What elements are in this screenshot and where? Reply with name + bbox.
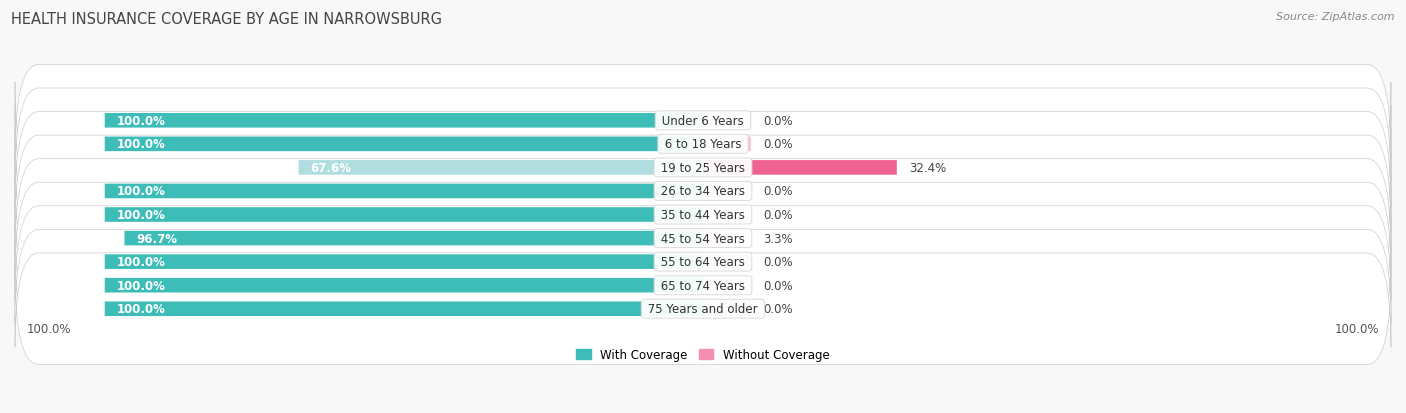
Text: 100.0%: 100.0%	[117, 138, 166, 151]
Text: Source: ZipAtlas.com: Source: ZipAtlas.com	[1277, 12, 1395, 22]
Text: 100.0%: 100.0%	[117, 303, 166, 316]
Text: 0.0%: 0.0%	[763, 303, 793, 316]
FancyBboxPatch shape	[703, 137, 751, 152]
Text: 3.3%: 3.3%	[763, 232, 793, 245]
FancyBboxPatch shape	[703, 184, 751, 199]
FancyBboxPatch shape	[15, 65, 1391, 177]
FancyBboxPatch shape	[15, 112, 1391, 224]
Text: 100.0%: 100.0%	[117, 114, 166, 128]
Text: 55 to 64 Years: 55 to 64 Years	[657, 256, 749, 268]
FancyBboxPatch shape	[298, 161, 703, 175]
Text: 96.7%: 96.7%	[136, 232, 177, 245]
FancyBboxPatch shape	[703, 114, 751, 128]
FancyBboxPatch shape	[703, 278, 751, 293]
Text: 0.0%: 0.0%	[763, 279, 793, 292]
FancyBboxPatch shape	[703, 302, 751, 316]
FancyBboxPatch shape	[104, 208, 703, 222]
Text: 100.0%: 100.0%	[1334, 322, 1379, 335]
FancyBboxPatch shape	[104, 255, 703, 269]
FancyBboxPatch shape	[104, 114, 703, 128]
Text: Under 6 Years: Under 6 Years	[658, 114, 748, 128]
FancyBboxPatch shape	[104, 278, 703, 293]
FancyBboxPatch shape	[15, 206, 1391, 318]
Text: 0.0%: 0.0%	[763, 138, 793, 151]
Text: 6 to 18 Years: 6 to 18 Years	[661, 138, 745, 151]
FancyBboxPatch shape	[15, 159, 1391, 271]
FancyBboxPatch shape	[15, 89, 1391, 200]
FancyBboxPatch shape	[15, 183, 1391, 294]
Legend: With Coverage, Without Coverage: With Coverage, Without Coverage	[572, 343, 834, 366]
Text: 100.0%: 100.0%	[117, 185, 166, 198]
Text: 45 to 54 Years: 45 to 54 Years	[657, 232, 749, 245]
FancyBboxPatch shape	[15, 136, 1391, 247]
FancyBboxPatch shape	[703, 231, 723, 246]
FancyBboxPatch shape	[104, 302, 703, 316]
Text: 100.0%: 100.0%	[27, 322, 72, 335]
Text: 0.0%: 0.0%	[763, 256, 793, 268]
FancyBboxPatch shape	[703, 208, 751, 222]
Text: 35 to 44 Years: 35 to 44 Years	[657, 209, 749, 221]
Text: 0.0%: 0.0%	[763, 185, 793, 198]
FancyBboxPatch shape	[15, 253, 1391, 365]
FancyBboxPatch shape	[104, 184, 703, 199]
Text: 100.0%: 100.0%	[117, 256, 166, 268]
FancyBboxPatch shape	[104, 137, 703, 152]
Text: 100.0%: 100.0%	[117, 279, 166, 292]
Text: 0.0%: 0.0%	[763, 209, 793, 221]
FancyBboxPatch shape	[15, 230, 1391, 341]
Text: 26 to 34 Years: 26 to 34 Years	[657, 185, 749, 198]
Text: 0.0%: 0.0%	[763, 114, 793, 128]
Text: 32.4%: 32.4%	[908, 161, 946, 174]
Text: 19 to 25 Years: 19 to 25 Years	[657, 161, 749, 174]
Text: 67.6%: 67.6%	[311, 161, 352, 174]
FancyBboxPatch shape	[125, 231, 703, 246]
FancyBboxPatch shape	[703, 161, 897, 175]
Text: 65 to 74 Years: 65 to 74 Years	[657, 279, 749, 292]
Text: 75 Years and older: 75 Years and older	[644, 303, 762, 316]
FancyBboxPatch shape	[703, 255, 751, 269]
Text: 100.0%: 100.0%	[117, 209, 166, 221]
Text: HEALTH INSURANCE COVERAGE BY AGE IN NARROWSBURG: HEALTH INSURANCE COVERAGE BY AGE IN NARR…	[11, 12, 443, 27]
